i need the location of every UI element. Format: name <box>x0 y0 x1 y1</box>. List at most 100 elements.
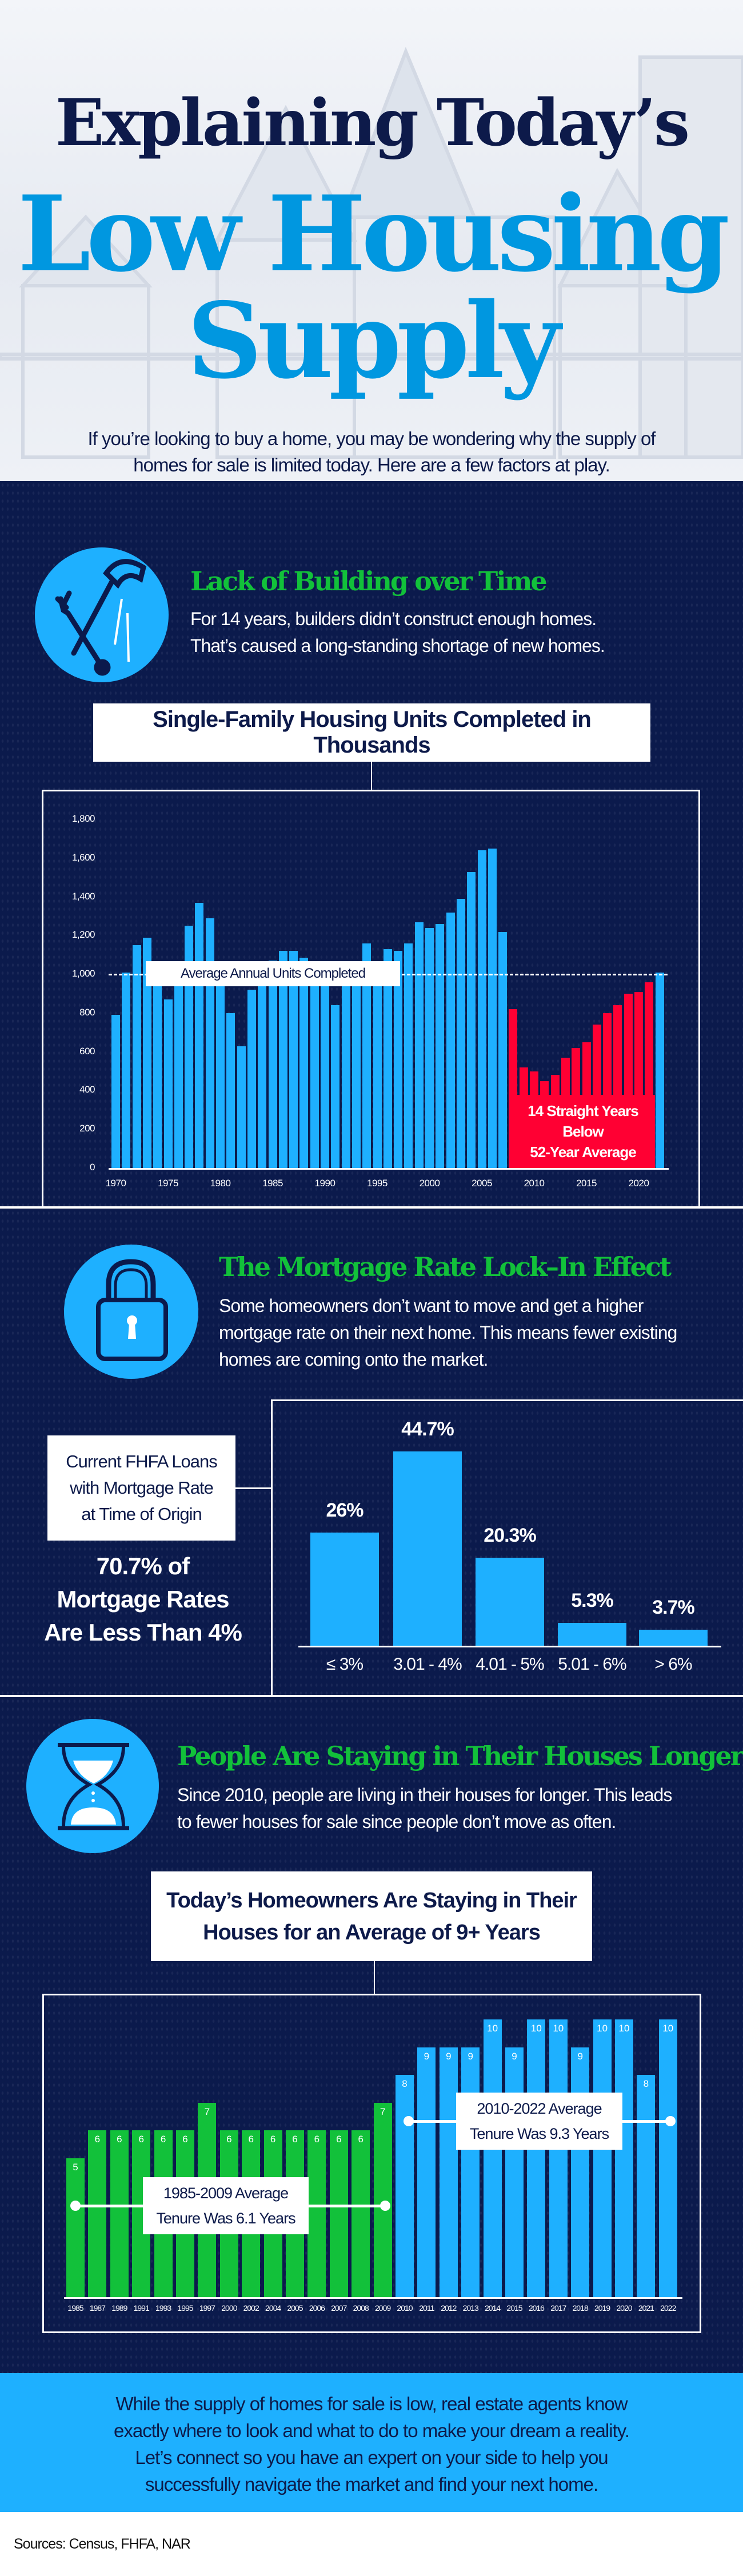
x-tick-label: 1995 <box>367 1178 388 1189</box>
bar <box>142 937 151 1168</box>
x-tick-label: 1975 <box>158 1178 178 1189</box>
bar <box>132 945 141 1168</box>
x-tick-label: 2021 <box>638 2303 654 2313</box>
bar <box>278 951 287 1168</box>
x-tick-label: 2012 <box>441 2303 457 2313</box>
bar <box>111 1015 120 1168</box>
data-label: 5.3% <box>571 1589 614 1611</box>
y-tick-label: 1,400 <box>71 890 95 902</box>
y-tick-label: 600 <box>79 1045 95 1057</box>
bar <box>394 951 403 1168</box>
x-tick-label: 1997 <box>199 2303 215 2313</box>
subtitle-line: homes for sale is limited today. Here ar… <box>133 454 610 475</box>
bar <box>351 966 361 1168</box>
label-line: Current FHFA Loans <box>66 1451 218 1471</box>
x-tick-label: 2013 <box>462 2303 479 2313</box>
bar <box>658 2019 677 2297</box>
hero-header: Explaining Today’s Low Housing Supply If… <box>0 0 743 481</box>
x-tick-label: 2007 <box>331 2303 347 2313</box>
x-tick-label: 2009 <box>375 2303 391 2313</box>
x-tick-label: 1970 <box>105 1178 126 1189</box>
annotation-line: 2010-2022 Average <box>477 2100 602 2117</box>
bar <box>396 2075 414 2297</box>
data-label: 10 <box>530 2023 542 2034</box>
data-label: 9 <box>577 2050 583 2062</box>
highlight-label-line: Below <box>562 1123 604 1140</box>
data-label: 6 <box>336 2134 342 2145</box>
x-tick-label: 1985 <box>67 2303 83 2313</box>
bar <box>373 962 382 1168</box>
bar <box>456 898 465 1168</box>
average-annotation-box: 2010-2022 Average Tenure Was 9.3 Years <box>456 2093 622 2150</box>
y-tick-label: 1,800 <box>71 813 95 824</box>
callout-line: Are Less Than 4% <box>44 1619 242 1646</box>
x-tick-label: 2019 <box>594 2303 610 2313</box>
x-tick-label: 2010 <box>524 1178 545 1189</box>
bar <box>477 850 486 1168</box>
x-tick-label: 2008 <box>353 2303 369 2313</box>
annotation-line: Tenure Was 6.1 Years <box>156 2210 295 2227</box>
data-label: 6 <box>358 2134 363 2145</box>
bar <box>110 2130 129 2297</box>
y-tick-label: 1,600 <box>71 851 95 863</box>
x-tick-label: 2000 <box>221 2303 237 2313</box>
data-label: 6 <box>138 2134 144 2145</box>
bar <box>637 2075 656 2297</box>
x-tick-label: 2004 <box>265 2303 281 2313</box>
y-tick-label: 1,000 <box>71 968 95 979</box>
x-tick-label: 2020 <box>628 1178 649 1189</box>
bar <box>66 2158 85 2297</box>
bar <box>404 943 413 1168</box>
bar <box>393 1451 462 1646</box>
data-label: 7 <box>204 2106 210 2117</box>
chart-frame <box>42 1994 701 2333</box>
bar <box>185 926 194 1168</box>
x-tick-label: 2005 <box>287 2303 303 2313</box>
callout-line: Mortgage Rates <box>57 1586 229 1613</box>
annotation-line: Tenure Was 9.3 Years <box>469 2125 609 2142</box>
y-tick-label: 400 <box>79 1084 95 1095</box>
data-label: 8 <box>643 2078 649 2090</box>
x-tick-label: 1987 <box>89 2303 106 2313</box>
bar <box>268 961 277 1168</box>
bar <box>483 2019 502 2297</box>
x-tick-label: 2000 <box>419 1178 440 1189</box>
bar <box>289 951 298 1168</box>
x-tick-label: 2002 <box>243 2303 259 2313</box>
bar <box>88 2130 107 2297</box>
bar <box>414 922 424 1168</box>
data-label: 3.7% <box>652 1596 695 1618</box>
section-heading: People Are Staying in Their Houses Longe… <box>177 1741 743 1771</box>
subtitle: If you’re looking to buy a home, you may… <box>0 426 743 478</box>
x-tick-label: 2016 <box>528 2303 545 2313</box>
data-label: 20.3% <box>484 1524 536 1546</box>
bar <box>362 943 372 1168</box>
title-line-2: Low Housing <box>17 173 730 295</box>
bar <box>461 2047 480 2297</box>
section-body: Since 2010, people are living in their h… <box>177 1782 672 1835</box>
data-label: 9 <box>424 2050 430 2062</box>
x-tick-label: 2005 <box>472 1178 492 1189</box>
range-endpoint-dot <box>380 2201 390 2211</box>
data-label: 6 <box>94 2134 101 2145</box>
bar <box>331 1005 340 1168</box>
highlight-label-line: 14 Straight Years <box>528 1102 639 1119</box>
category-label: 3.01 - 4% <box>393 1655 462 1674</box>
range-endpoint-dot <box>404 2116 414 2126</box>
hammer-wrench-icon <box>35 547 169 682</box>
data-label: 5 <box>73 2162 78 2173</box>
data-label: 6 <box>160 2134 166 2145</box>
y-tick-label: 800 <box>79 1006 95 1018</box>
data-label: 44.7% <box>401 1418 454 1441</box>
bar <box>446 912 455 1168</box>
bar <box>417 2047 436 2297</box>
bar <box>498 931 508 1168</box>
bar <box>237 1046 246 1168</box>
data-label: 6 <box>226 2134 232 2145</box>
annotation-line: 1985-2009 Average <box>163 2185 289 2202</box>
title-line: Houses for an Average of 9+ Years <box>203 1920 541 1945</box>
call-to-action-banner <box>0 2373 743 2512</box>
x-tick-label: 2018 <box>572 2303 589 2313</box>
bar <box>329 2130 348 2297</box>
bar <box>488 848 497 1168</box>
